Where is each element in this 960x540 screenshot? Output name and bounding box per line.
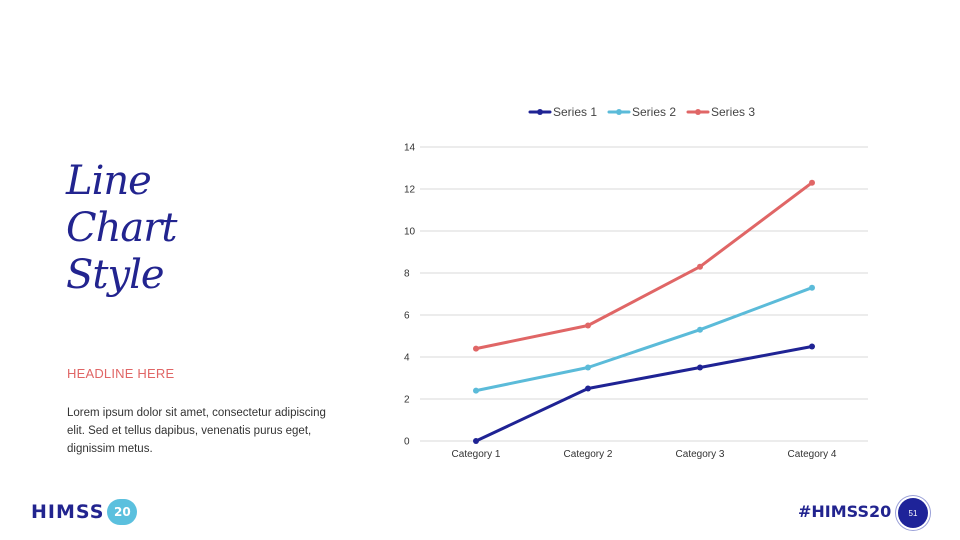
legend-label: Series 1 xyxy=(553,105,597,119)
y-tick-label: 10 xyxy=(404,227,416,238)
x-tick-label: Category 2 xyxy=(564,449,613,460)
y-tick-label: 12 xyxy=(404,185,416,196)
legend-label: Series 2 xyxy=(632,105,676,119)
himss-logo: HIMSS 20 xyxy=(31,498,138,526)
data-point xyxy=(473,438,479,444)
series-line xyxy=(474,181,814,351)
data-point xyxy=(585,385,591,392)
hashtag: #HIMSS20 xyxy=(798,502,892,521)
slide-title-line: Line xyxy=(66,158,152,204)
x-tick-label: Category 1 xyxy=(452,449,501,460)
slide-title-line: Chart xyxy=(66,205,177,251)
legend-marker xyxy=(695,109,701,115)
y-tick-label: 6 xyxy=(404,311,410,322)
data-point xyxy=(809,343,815,350)
y-tick-label: 2 xyxy=(404,395,410,406)
data-point xyxy=(585,322,591,329)
data-point xyxy=(809,284,815,291)
data-point xyxy=(697,263,703,270)
legend-marker xyxy=(537,109,543,115)
y-tick-label: 8 xyxy=(404,269,410,280)
slide-title: Line Chart Style xyxy=(66,158,266,299)
x-tick-label: Category 4 xyxy=(788,449,837,460)
y-tick-label: 4 xyxy=(404,353,410,364)
body-text: Lorem ipsum dolor sit amet, consectetur … xyxy=(67,407,326,455)
legend-marker xyxy=(616,109,622,115)
logo-wordmark: HIMSS xyxy=(31,501,105,523)
data-point xyxy=(697,364,703,371)
series-line xyxy=(474,286,814,393)
slide-title-line: Style xyxy=(66,252,165,298)
y-tick-label: 0 xyxy=(404,437,410,448)
page-number-badge: 51 xyxy=(898,498,928,528)
data-point xyxy=(473,345,479,352)
headline: HEADLINE HERE xyxy=(67,366,175,381)
logo-year-badge: 20 xyxy=(107,499,138,525)
data-point xyxy=(697,326,703,333)
series-line xyxy=(474,345,814,443)
data-point xyxy=(473,387,479,394)
data-point xyxy=(809,179,815,186)
y-tick-label: 14 xyxy=(404,143,416,154)
legend-label: Series 3 xyxy=(711,105,755,119)
data-point xyxy=(585,364,591,371)
x-tick-label: Category 3 xyxy=(676,449,725,460)
